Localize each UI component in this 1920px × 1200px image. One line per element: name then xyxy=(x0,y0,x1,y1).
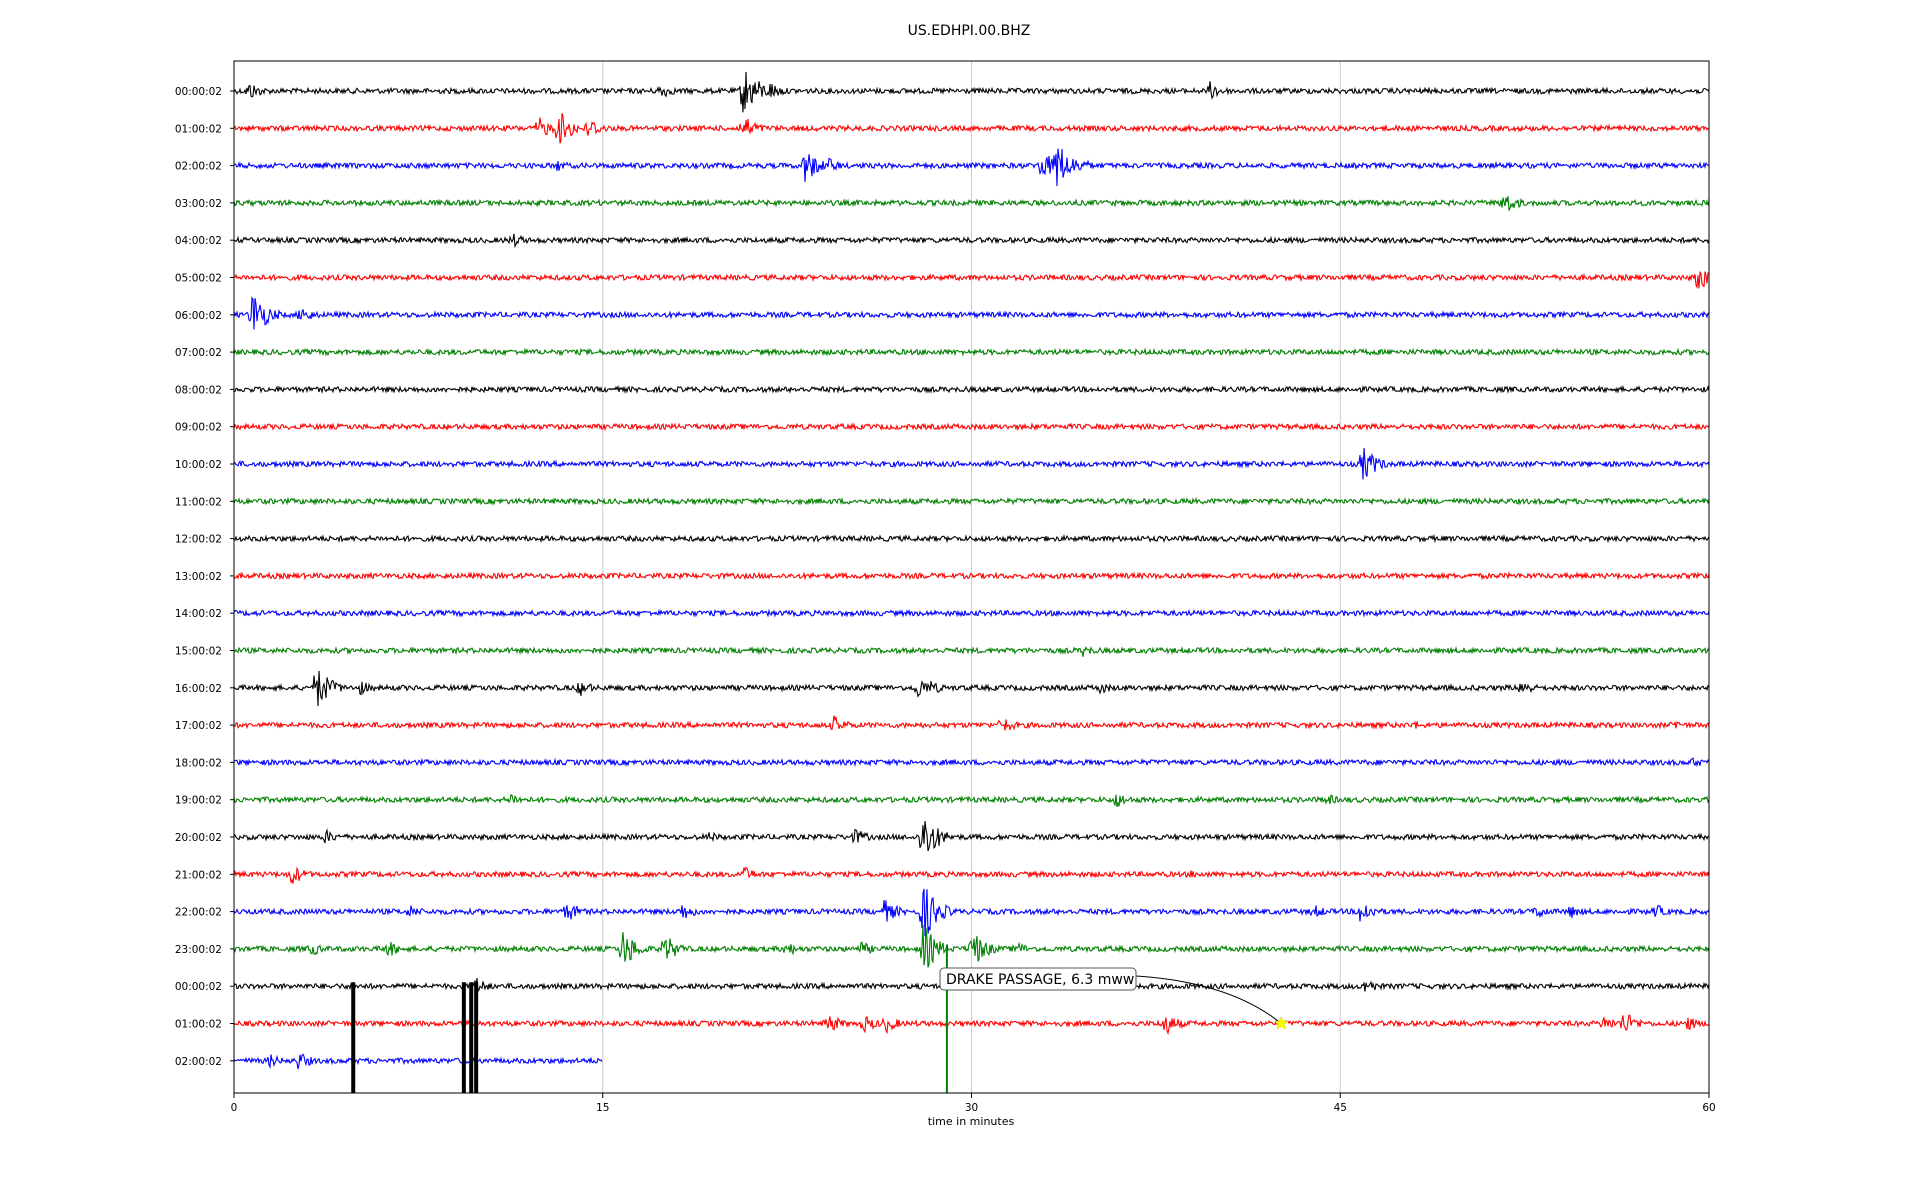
seismic-traces xyxy=(233,71,1710,1070)
trace-08:00:02-8 xyxy=(233,384,1710,395)
x-axis-label: time in minutes xyxy=(928,1115,1015,1128)
row-label-6: 06:00:02 xyxy=(175,310,222,322)
row-label-12: 12:00:02 xyxy=(175,534,222,546)
trace-07:00:02-7 xyxy=(233,347,1710,357)
annotation-label: DRAKE PASSAGE, 6.3 mww xyxy=(946,972,1134,988)
trace-04:00:02-4 xyxy=(233,233,1710,249)
xtick-label-0: 0 xyxy=(231,1102,238,1114)
trace-09:00:02-9 xyxy=(233,422,1710,432)
xtick-label-15: 15 xyxy=(596,1102,609,1114)
trace-14:00:02-14 xyxy=(233,608,1710,618)
row-label-4: 04:00:02 xyxy=(175,235,222,247)
row-label-18: 18:00:02 xyxy=(175,757,222,769)
xtick-label-60: 60 xyxy=(1702,1102,1715,1114)
trace-03:00:02-3 xyxy=(233,196,1710,211)
row-label-24: 00:00:02 xyxy=(175,981,222,993)
trace-21:00:02-21 xyxy=(233,866,1710,885)
row-label-17: 17:00:02 xyxy=(175,720,222,732)
trace-15:00:02-15 xyxy=(233,645,1710,657)
trace-13:00:02-13 xyxy=(233,571,1710,581)
trace-10:00:02-10 xyxy=(233,447,1710,480)
spike-lines xyxy=(351,944,948,1093)
row-label-5: 05:00:02 xyxy=(175,273,222,285)
trace-17:00:02-17 xyxy=(233,715,1710,731)
annotation-arrow xyxy=(1135,975,1282,1024)
row-label-21: 21:00:02 xyxy=(175,869,222,881)
annotation-box xyxy=(939,967,1137,991)
row-label-13: 13:00:02 xyxy=(175,571,222,583)
trace-01:00:02-1 xyxy=(233,113,1709,144)
chart-title: US.EDHPI.00.BHZ xyxy=(908,23,1031,39)
trace-12:00:02-12 xyxy=(233,533,1710,544)
trace-16:00:02-16 xyxy=(233,670,1710,707)
row-label-16: 16:00:02 xyxy=(175,683,222,695)
row-label-19: 19:00:02 xyxy=(175,795,222,807)
trace-19:00:02-19 xyxy=(233,793,1710,808)
trace-23:00:02-23 xyxy=(233,924,1710,968)
trace-02:00:02-26 xyxy=(233,1053,603,1070)
row-label-2: 02:00:02 xyxy=(175,161,222,173)
row-label-23: 23:00:02 xyxy=(175,944,222,956)
trace-18:00:02-18 xyxy=(233,757,1710,768)
trace-11:00:02-11 xyxy=(233,496,1710,506)
row-label-0: 00:00:02 xyxy=(175,86,222,98)
trace-00:00:02-0 xyxy=(233,71,1710,113)
trace-01:00:02-25 xyxy=(233,1014,1710,1036)
event-annotation: DRAKE PASSAGE, 6.3 mww xyxy=(939,967,1289,1030)
xtick-label-45: 45 xyxy=(1334,1102,1347,1114)
trace-02:00:02-2 xyxy=(233,148,1710,187)
row-label-3: 03:00:02 xyxy=(175,198,222,210)
row-label-7: 07:00:02 xyxy=(175,347,222,359)
trace-06:00:02-6 xyxy=(233,296,1710,330)
row-label-1: 01:00:02 xyxy=(175,123,222,135)
row-label-25: 01:00:02 xyxy=(175,1019,222,1031)
trace-22:00:02-22 xyxy=(233,888,1710,937)
row-label-26: 02:00:02 xyxy=(175,1056,222,1068)
row-label-20: 20:00:02 xyxy=(175,832,222,844)
row-label-15: 15:00:02 xyxy=(175,646,222,658)
row-label-9: 09:00:02 xyxy=(175,422,222,434)
row-label-14: 14:00:02 xyxy=(175,608,222,620)
x-axis-ticks: 0 15 30 45 60 xyxy=(231,1093,1716,1114)
trace-20:00:02-20 xyxy=(233,821,1710,852)
xtick-label-30: 30 xyxy=(965,1102,978,1114)
row-time-labels: 00:00:02 01:00:02 02:00:02 03:00:02 04:00:02… xyxy=(175,86,234,1068)
row-label-22: 22:00:02 xyxy=(175,907,222,919)
row-label-11: 11:00:02 xyxy=(175,496,222,508)
trace-05:00:02-5 xyxy=(233,270,1710,290)
event-star-icon xyxy=(1273,1015,1289,1030)
row-label-10: 10:00:02 xyxy=(175,459,222,471)
row-label-8: 08:00:02 xyxy=(175,384,222,396)
